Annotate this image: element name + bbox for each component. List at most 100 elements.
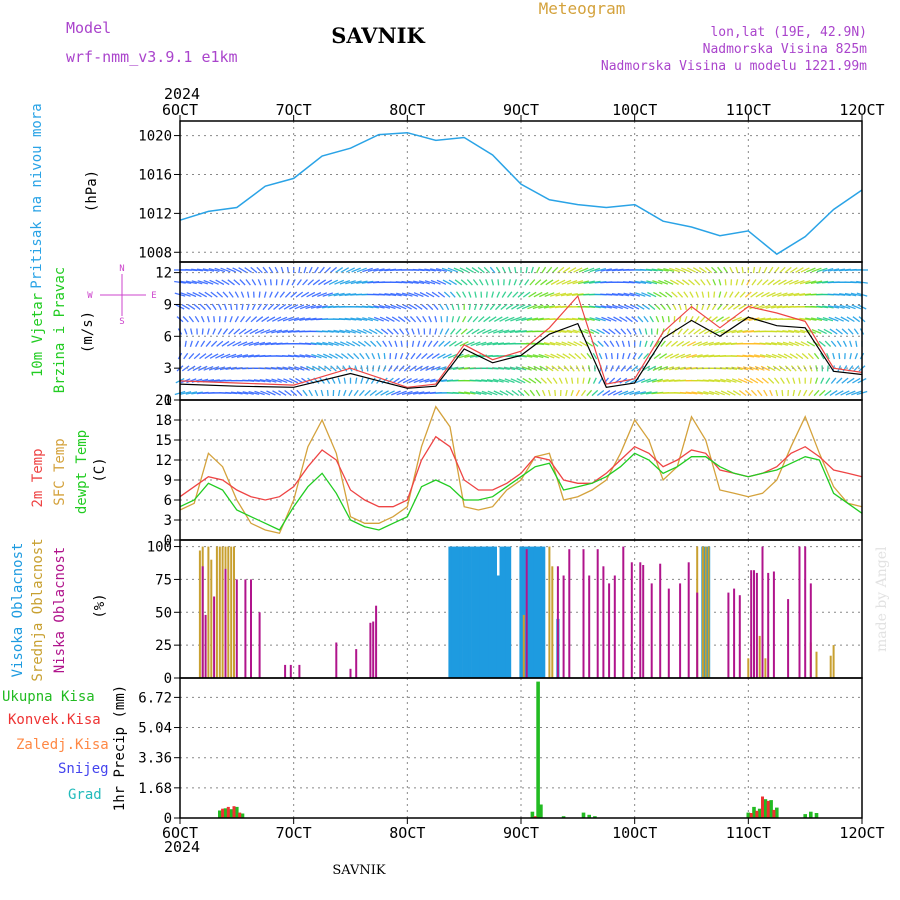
wind-barb: [788, 329, 800, 334]
wind-barb: [185, 280, 197, 285]
cloud-bar-mid: [230, 546, 233, 678]
wind-barb: [458, 353, 470, 359]
wind-barb: [551, 365, 559, 372]
wind-barb: [341, 353, 349, 360]
pressure-line: [179, 131, 863, 256]
wind-barb: [808, 389, 814, 397]
wind-barb: [276, 329, 288, 334]
wind-barb: [691, 354, 703, 359]
cloud-bar-low: [556, 566, 559, 678]
cloud-bar-high: [530, 546, 534, 678]
wind-barb: [411, 340, 415, 347]
temp-ylabel-1: 2m Temp: [30, 448, 46, 507]
wind-barb: [265, 329, 277, 334]
wind-barb: [179, 280, 192, 284]
wind-barb: [428, 316, 432, 323]
wind-barb: [671, 291, 678, 298]
wind-barb: [546, 266, 553, 274]
temp-ylabel-3: dewpt Temp: [74, 430, 90, 514]
wind-barb: [393, 328, 399, 335]
wind-barb: [629, 292, 641, 297]
wind-barb: [237, 341, 248, 347]
wind-barb: [643, 316, 649, 323]
wind-barb: [725, 329, 737, 334]
wind-barb: [532, 304, 544, 310]
wind-barb: [709, 328, 719, 335]
cloud-bar-low: [568, 549, 571, 678]
wind-barb: [567, 341, 577, 347]
wind-barb: [855, 340, 858, 347]
wind-barb: [794, 279, 805, 285]
wind-barb: [854, 352, 859, 360]
wind-barb: [374, 328, 383, 335]
wind-barb: [637, 316, 644, 323]
wind-barb: [233, 279, 241, 286]
cloud-bar-low: [787, 599, 790, 678]
cloud-bar-low: [659, 563, 662, 678]
wind-barb: [489, 303, 496, 311]
wind-barb: [196, 268, 209, 272]
wind-barb: [811, 267, 822, 273]
cloud-bar-low: [622, 546, 625, 678]
wind-barb: [402, 378, 412, 384]
wind-barb: [577, 280, 590, 285]
cloud-bar-low: [687, 562, 690, 678]
wind-barb: [798, 377, 801, 384]
wind-barb: [799, 280, 811, 285]
wind-barb: [824, 340, 832, 347]
cloud-ylabel-1: Visoka Oblacnost: [10, 543, 26, 678]
wind-barb: [187, 365, 196, 372]
wind-barb: [853, 328, 859, 335]
cloud-bar-mid: [548, 546, 551, 678]
wind-barb: [727, 303, 735, 311]
wind-barb: [562, 353, 571, 359]
wind-barb: [795, 353, 804, 360]
wind-barb: [192, 365, 202, 372]
wind-barb: [311, 292, 322, 298]
wind-barb: [384, 293, 397, 297]
wind-barb: [825, 377, 831, 384]
wind-barb: [533, 365, 543, 372]
wind-barb: [738, 389, 747, 397]
y-tick-label: 0: [164, 811, 172, 827]
wind-barb: [262, 303, 269, 311]
wind-barb: [425, 291, 435, 298]
wind-barb: [291, 279, 296, 286]
wind-barb: [655, 316, 660, 323]
cloud-bar-high: [505, 546, 509, 678]
wind-barb: [355, 377, 358, 384]
wind-barb: [431, 291, 440, 298]
wind-barb: [226, 267, 236, 273]
wind-barb: [238, 267, 247, 273]
wind-barb: [284, 389, 292, 397]
wind-barb: [217, 303, 222, 311]
wind-barb: [477, 316, 485, 323]
wind-barb: [208, 267, 220, 273]
precip-bar-total: [763, 799, 768, 818]
wind-barb: [632, 352, 637, 360]
wind-barb: [278, 303, 287, 310]
wind-barb: [296, 279, 302, 286]
wind-barb: [478, 279, 484, 286]
wind-barb: [398, 365, 405, 372]
wind-barb: [771, 305, 783, 309]
wind-barb: [437, 353, 446, 359]
wind-barb: [281, 279, 284, 286]
wind-barb: [351, 267, 361, 273]
lonlat-label: lon,lat (19E, 42.9N): [710, 25, 867, 40]
wind-barb: [343, 377, 346, 384]
wind-barb: [518, 279, 524, 286]
wind-barb: [622, 352, 625, 360]
y-tick-label: 12: [155, 453, 172, 469]
wind-barb: [839, 304, 851, 310]
wind-barb: [609, 340, 615, 348]
y-tick-label: 1020: [138, 129, 172, 145]
cloud-bar-low: [284, 664, 287, 678]
wind-barb: [485, 291, 488, 298]
wind-barb: [626, 328, 632, 335]
cloud-bar-low: [767, 572, 770, 678]
wind-barb: [784, 266, 792, 274]
wind-barb: [632, 328, 637, 335]
wind-barb: [731, 378, 743, 384]
wind-barb: [293, 354, 306, 358]
